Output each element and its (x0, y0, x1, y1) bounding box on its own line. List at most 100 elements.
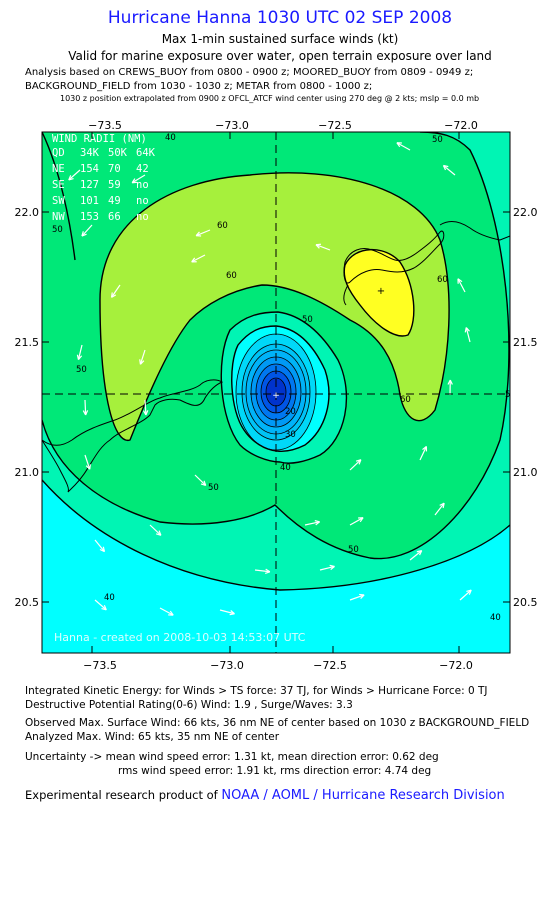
lat-labels-left: 22.0 21.5 21.0 20.5 (15, 206, 40, 609)
analysis-position-note: 1030 z position extrapolated from 0900 z… (60, 94, 480, 103)
contour-label: 50 (348, 545, 359, 555)
lat-label: 21.5 (513, 336, 538, 349)
wind-arrow (142, 399, 149, 416)
contour-label: 50 (208, 483, 219, 493)
wind-radii-cell: SE (52, 179, 65, 191)
wind-radii-cell: 101 (80, 195, 99, 207)
wind-arrow (349, 517, 364, 526)
wind-arrow (68, 169, 81, 181)
wind-field: WIND RADII (NM) QD 34K 50K 64K NE 154 70 42 SE 12… (42, 132, 516, 653)
contour-label: 50 (302, 315, 313, 325)
wind-radii-cell: 42 (136, 163, 149, 175)
lon-labels-top: −73.5 −73.0 −72.5 −72.0 (88, 119, 478, 132)
lon-label: −73.5 (88, 119, 122, 132)
lon-label: −73.0 (210, 659, 244, 672)
wind-arrow (195, 229, 211, 237)
wind-radii-cell: no (136, 211, 149, 223)
wind-arrow (396, 142, 411, 151)
wind-arrow (139, 349, 146, 365)
wind-arrow (315, 243, 331, 251)
wind-radii-header-cell: 50K (108, 147, 128, 159)
map-title: Hurricane Hanna 1030 UTC 02 SEP 2008 (107, 8, 453, 28)
stat-uncertainty: Uncertainty -> mean wind speed error: 1.… (25, 751, 439, 763)
contour-label: 50 (432, 135, 443, 145)
lon-label: −73.0 (215, 119, 249, 132)
credit-org-link[interactable]: NOAA / AOML / Hurricane Research Divisio… (221, 788, 505, 803)
contour-label: 60 (400, 395, 411, 405)
wind-radii-header-cell: 34K (80, 147, 100, 159)
wind-radii-cell: 70 (108, 163, 121, 175)
wind-arrow (254, 568, 271, 574)
lat-label: 22.0 (15, 206, 40, 219)
lon-label: −72.5 (318, 119, 352, 132)
wind-arrow (82, 399, 89, 416)
lat-label: 21.0 (513, 466, 538, 479)
creation-watermark: Hanna - created on 2008-10-03 14:53:07 U… (54, 631, 306, 644)
wind-arrow (94, 599, 107, 611)
lon-labels-bottom: −73.5 −73.0 −72.5 −72.0 (83, 659, 473, 672)
contour-label: 40 (165, 133, 176, 143)
lon-label: −73.5 (83, 659, 117, 672)
contour-label: 50 (76, 365, 87, 375)
max-wind-marker: + (377, 286, 385, 297)
contour-label: 40 (280, 463, 291, 473)
contour-label: 50 (505, 390, 516, 400)
wind-arrow (442, 164, 456, 176)
wind-arrow (76, 344, 83, 360)
wind-arrow (419, 445, 428, 461)
lat-label: 21.0 (15, 466, 40, 479)
contour-label: 60 (437, 275, 448, 285)
contour-label: 60 (226, 271, 237, 281)
map-subtitle: Max 1-min sustained surface winds (kt) (161, 32, 399, 46)
lon-label: −72.5 (313, 659, 347, 672)
wind-arrow (191, 254, 206, 263)
credit-prefix: Experimental research product of (25, 788, 222, 802)
lon-label: −72.0 (439, 659, 473, 672)
wind-radii-cell: no (136, 195, 149, 207)
wind-band-65 (344, 249, 414, 336)
coastline (42, 221, 510, 493)
lat-label: 21.5 (15, 336, 40, 349)
storm-center-marker: + (272, 391, 280, 401)
wind-arrow (149, 524, 162, 536)
wind-arrow (304, 520, 321, 526)
wind-radii-cell: 127 (80, 179, 99, 191)
stat-observed-max: Observed Max. Surface Wind: 66 kts, 36 n… (25, 717, 530, 729)
wind-radii-header-cell: QD (52, 147, 65, 159)
analysis-sources-line1: Analysis based on CREWS_BUOY from 0800 -… (25, 67, 474, 78)
eye-core (235, 333, 317, 451)
wind-radii-cell: NE (52, 163, 65, 175)
map-frame (41, 131, 511, 654)
wind-arrow (159, 607, 174, 616)
wind-vectors (68, 142, 472, 616)
wind-arrow (319, 564, 335, 571)
center-crosshair (42, 132, 510, 653)
wind-arrow (219, 609, 235, 616)
map-subtitle-exposure: Valid for marine exposure over water, op… (68, 49, 492, 63)
contour-label: 40 (490, 613, 501, 623)
stat-dpr: Destructive Potential Rating(0-6) Wind: … (25, 699, 353, 711)
wind-arrow (459, 589, 472, 601)
wind-arrow (464, 327, 471, 343)
wind-radii-title: WIND RADII (NM) (52, 133, 147, 145)
contour-label: 50 (52, 225, 63, 235)
wind-arrow (349, 593, 365, 601)
wind-radii-cell: 49 (108, 195, 121, 207)
wind-radii-cell: 154 (80, 163, 99, 175)
analysis-sources-line2: BACKGROUND_FIELD from 1030 - 1030 z; MET… (25, 81, 373, 92)
credit-line: Experimental research product of NOAA / … (25, 788, 505, 803)
wind-radii-cell: 153 (80, 211, 99, 223)
wind-radii-cell: NW (52, 211, 65, 223)
wind-radii-cell: no (136, 179, 149, 191)
stat-rms-error: rms wind speed error: 1.91 kt, rms direc… (118, 765, 432, 777)
wind-radii-header-cell: 64K (136, 147, 156, 159)
wind-arrow (434, 502, 445, 516)
wind-arrow (131, 174, 146, 184)
wind-arrow (457, 278, 466, 293)
wind-arrow (81, 224, 93, 237)
wind-radii-cell: SW (52, 195, 65, 207)
lon-label: −72.0 (444, 119, 478, 132)
stat-ike: Integrated Kinetic Energy: for Winds > T… (25, 685, 488, 697)
contour-labels: 50 60 60 60 50 50 60 50 40 50 40 40 50 50 20 30 40 (52, 133, 516, 623)
